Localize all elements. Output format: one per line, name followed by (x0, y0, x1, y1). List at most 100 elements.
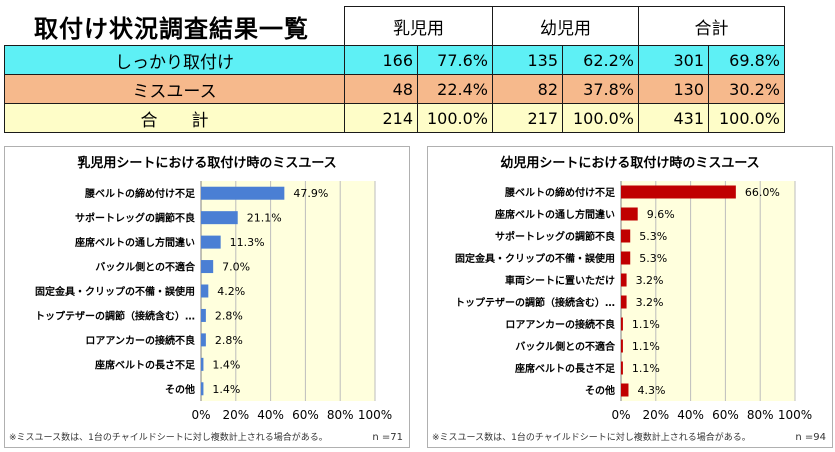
x-tick-label: 0% (191, 408, 210, 422)
data-label: 2.8% (215, 309, 243, 322)
category-label: サポートレッグの調節不良 (75, 212, 195, 225)
group-header: 幼児用 (492, 6, 639, 46)
category-label: 腰ベルトの締め付け不足 (504, 186, 616, 199)
x-tick-label: 60% (292, 408, 319, 422)
sample-size-label: n =71 (372, 432, 403, 443)
category-label: 腰ベルトの締め付け不足 (84, 187, 196, 200)
table-row: 合 計 214 100.0% 217 100.0% 431 100.0% (4, 103, 785, 133)
category-label: トップテザーの調節（接続含む）… (35, 309, 195, 322)
cell: 22.4% (417, 74, 493, 104)
data-label: 3.2% (636, 274, 664, 287)
cell: 37.8% (562, 74, 639, 104)
bar (621, 207, 638, 221)
bar (201, 357, 204, 371)
chart-title: 乳児用シートにおける取付け時のミスユース (77, 155, 336, 171)
bar (201, 284, 209, 298)
category-label: 座席ベルトの通し方間違い (74, 236, 195, 249)
x-tick-label: 100% (358, 408, 392, 422)
bar (201, 260, 214, 274)
x-tick-label: 40% (257, 408, 284, 422)
data-label: 4.2% (217, 285, 245, 298)
data-label: 1.1% (632, 340, 660, 353)
row-label: ミスユース (4, 74, 345, 104)
cell: 62.2% (562, 45, 639, 75)
category-label: バックル側との不適合 (515, 340, 616, 353)
page-title: 取付け状況調査結果一覧 (34, 14, 309, 43)
category-label: ロアアンカーの接続不良 (85, 334, 195, 347)
cell: 217 (492, 103, 563, 133)
cell: 100.0% (708, 103, 785, 133)
cell: 166 (344, 45, 418, 75)
cell: 82 (492, 74, 563, 104)
data-label: 1.1% (632, 362, 660, 375)
data-label: 7.0% (222, 261, 250, 274)
chart-toddler: 幼児用シートにおける取付け時のミスユース 0% 20% 40% 60% 80% 100% 腰ベ… (432, 155, 826, 443)
chart-panel-toddler: 幼児用シートにおける取付け時のミスユース 0% 20% 40% 60% 80% 100% 腰ベ… (427, 146, 833, 448)
data-label: 47.9% (293, 187, 328, 200)
bar (621, 317, 623, 331)
category-label: その他 (165, 383, 195, 396)
bar (621, 339, 623, 353)
chart-panel-infant: 乳児用シートにおける取付け時のミスユース 0% 20% 40% 60% 80% 100% 腰ベ… (4, 146, 410, 448)
data-label: 5.3% (639, 230, 667, 243)
x-tick-label: 80% (327, 408, 354, 422)
x-tick-label: 0% (611, 408, 630, 422)
cell: 431 (638, 103, 709, 133)
category-label: サポートレッグの調節不良 (495, 230, 615, 243)
data-label: 66.0% (745, 186, 780, 199)
cell: 30.2% (708, 74, 785, 104)
bar (621, 361, 623, 375)
data-label: 2.8% (215, 334, 243, 347)
x-tick-label: 80% (747, 408, 774, 422)
category-label: バックル側との不適合 (95, 261, 196, 274)
plot-area (621, 181, 795, 401)
x-tick-label: 40% (677, 408, 704, 422)
data-label: 3.2% (636, 296, 664, 309)
data-label: 4.3% (637, 384, 665, 397)
bar (621, 295, 627, 309)
cell: 130 (638, 74, 709, 104)
data-label: 5.3% (639, 252, 667, 265)
bar (201, 382, 204, 396)
x-tick-label: 100% (778, 408, 812, 422)
data-label: 1.4% (212, 358, 240, 371)
category-label: 固定金具・クリップの不備・誤使用 (455, 252, 615, 265)
table-row: ミスユース 48 22.4% 82 37.8% 130 30.2% (4, 74, 785, 104)
data-label: 21.1% (247, 212, 282, 225)
group-header: 乳児用 (344, 6, 493, 46)
row-label: 合 計 (4, 103, 345, 133)
category-label: 座席ベルトの長さ不足 (514, 362, 616, 375)
bar (621, 185, 736, 199)
bar (621, 383, 629, 397)
group-header: 合計 (638, 6, 785, 46)
chart-title: 幼児用シートにおける取付け時のミスユース (500, 155, 759, 171)
x-tick-label: 60% (712, 408, 739, 422)
data-label: 1.1% (632, 318, 660, 331)
bar (201, 186, 285, 200)
data-label: 11.3% (230, 236, 265, 249)
x-tick-label: 20% (642, 408, 669, 422)
chart-infant: 乳児用シートにおける取付け時のミスユース 0% 20% 40% 60% 80% 100% 腰ベ… (9, 155, 403, 443)
bar (201, 235, 221, 249)
cell: 100.0% (417, 103, 493, 133)
category-label: ロアアンカーの接続不良 (505, 318, 615, 331)
data-label: 9.6% (647, 208, 675, 221)
bar (201, 308, 206, 322)
category-label: 固定金具・クリップの不備・誤使用 (35, 285, 195, 298)
cell: 77.6% (417, 45, 493, 75)
sample-size-label: n =94 (795, 432, 826, 443)
bar (621, 273, 627, 287)
cell: 69.8% (708, 45, 785, 75)
cell: 214 (344, 103, 418, 133)
category-label: トップテザーの調節（接続含む）… (455, 296, 615, 309)
table-row: しっかり取付け 166 77.6% 135 62.2% 301 69.8% (4, 45, 785, 75)
bar (621, 251, 631, 265)
data-label: 1.4% (212, 383, 240, 396)
cell: 301 (638, 45, 709, 75)
cell: 135 (492, 45, 563, 75)
footnote: ※ミスユース数は、1台のチャイルドシートに対し複数計上される場合がある。 (432, 431, 751, 443)
bar (201, 211, 238, 225)
category-label: 座席ベルトの通し方間違い (494, 208, 615, 221)
category-label: その他 (585, 384, 615, 397)
row-label: しっかり取付け (4, 45, 345, 75)
